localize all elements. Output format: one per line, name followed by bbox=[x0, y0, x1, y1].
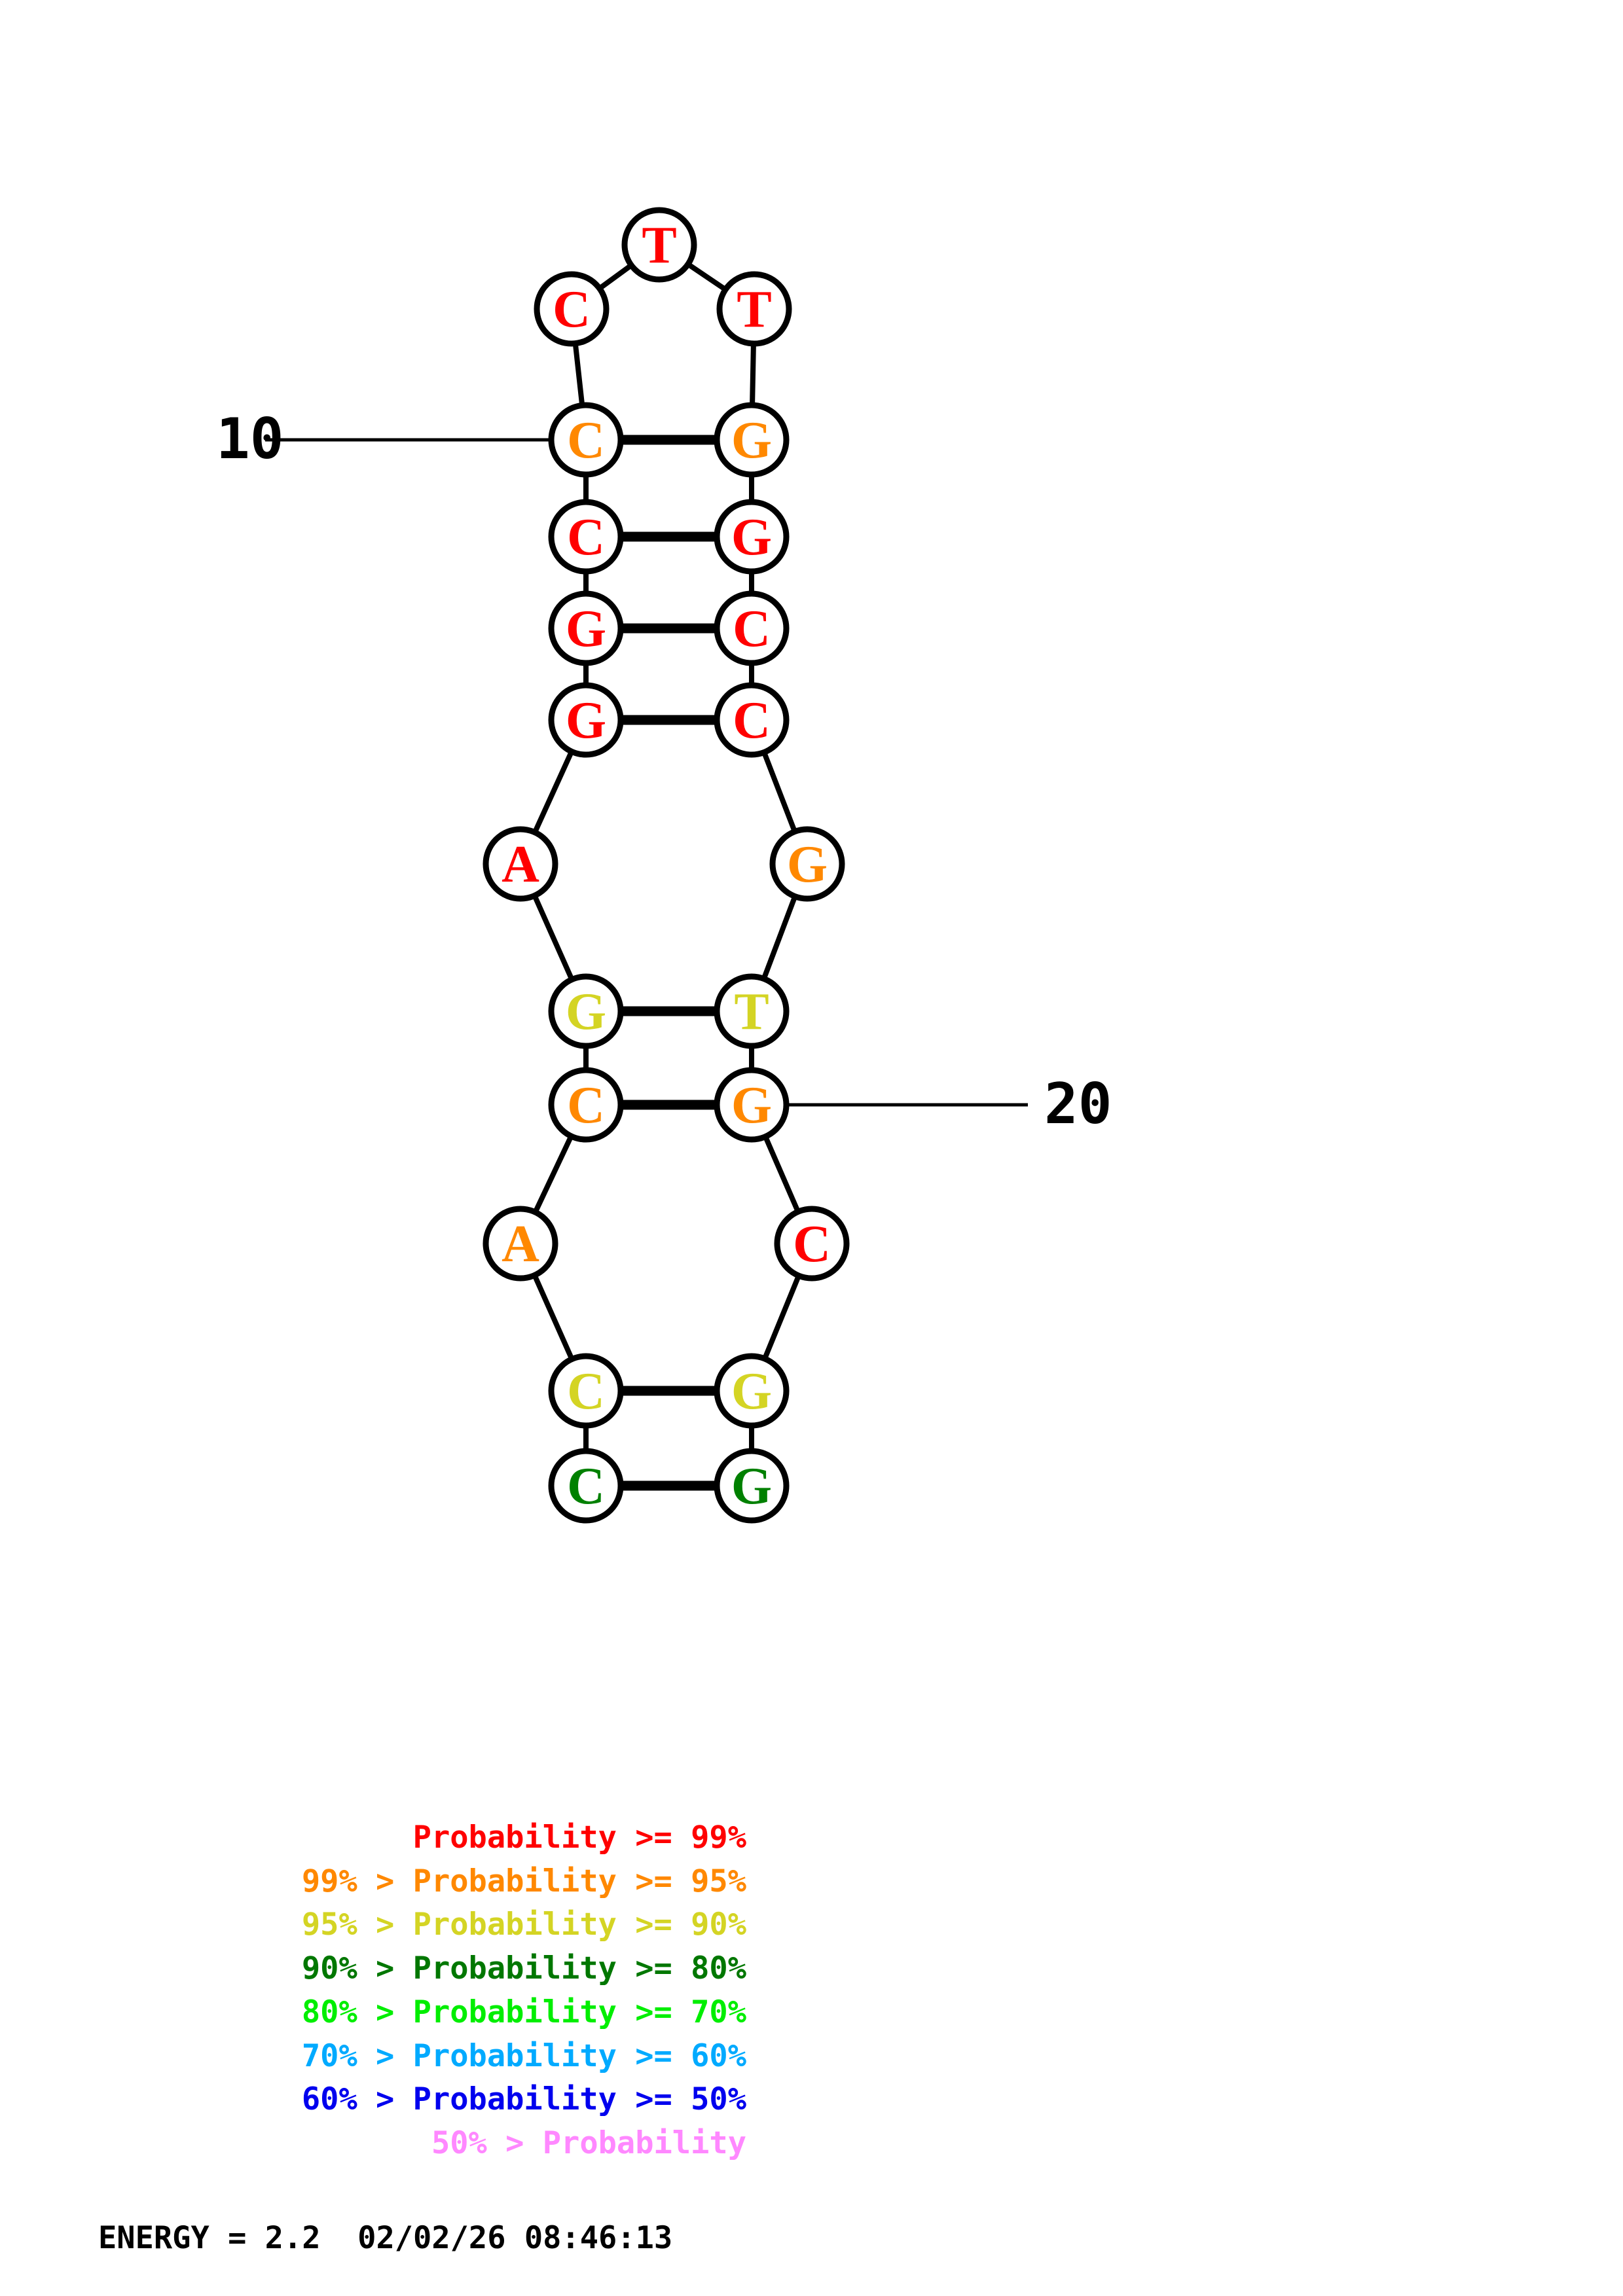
backbone-link bbox=[596, 262, 634, 292]
nucleotide-circle bbox=[548, 402, 624, 478]
nucleotide-node[interactable]: C bbox=[548, 1067, 624, 1143]
nucleotide-letter: C bbox=[567, 412, 605, 469]
nucleotide-letter: T bbox=[737, 281, 771, 338]
legend-row: 60% > Probability >= 50% bbox=[301, 2081, 746, 2118]
nucleotide-letter: G bbox=[731, 509, 772, 566]
backbone-link bbox=[762, 1134, 801, 1214]
nucleotide-circle bbox=[714, 590, 790, 666]
backbone-link bbox=[532, 893, 575, 982]
legend-row: 50% > Probability bbox=[431, 2125, 746, 2162]
nucleotide-circle bbox=[714, 402, 790, 478]
legend-row: 90% > Probability >= 80% bbox=[301, 1950, 746, 1987]
nucleotide-circle bbox=[548, 973, 624, 1049]
nucleotide-circle bbox=[483, 1206, 558, 1282]
nucleotide-letter: G bbox=[566, 692, 606, 749]
nucleotide-letter: G bbox=[566, 983, 606, 1041]
nucleotide-node[interactable]: G bbox=[769, 826, 845, 902]
nucleotide-circle bbox=[714, 682, 790, 758]
backbone-link bbox=[572, 342, 585, 407]
nucleotide-circle bbox=[548, 682, 624, 758]
nucleotide-letter: C bbox=[567, 509, 605, 566]
nucleotide-circle bbox=[774, 1206, 850, 1282]
nucleotide-node[interactable]: A bbox=[483, 826, 558, 902]
nucleotide-node[interactable]: G bbox=[714, 1448, 790, 1524]
nucleotide-circle bbox=[548, 1353, 624, 1429]
nucleotide-node[interactable]: C bbox=[774, 1206, 850, 1282]
nucleotide-node[interactable]: G bbox=[548, 973, 624, 1049]
position-number-label: 20 bbox=[1044, 1071, 1112, 1137]
nucleotide-circle bbox=[534, 271, 610, 347]
nucleotide-circle bbox=[714, 973, 790, 1049]
legend-row: 99% > Probability >= 95% bbox=[301, 1863, 746, 1899]
nucleotide-circle bbox=[621, 207, 697, 283]
nucleotide-letter: G bbox=[566, 600, 606, 658]
nucleotide-letter: C bbox=[567, 1077, 605, 1134]
nucleotide-circle bbox=[548, 590, 624, 666]
nucleotide-node[interactable]: G bbox=[714, 1353, 790, 1429]
nucleotide-letter: G bbox=[731, 1077, 772, 1134]
nucleotide-letter: G bbox=[731, 1363, 772, 1420]
nucleotide-letter: C bbox=[567, 1363, 605, 1420]
backbone-link bbox=[532, 1134, 574, 1215]
backbone-link bbox=[761, 894, 798, 981]
basepair-lines bbox=[618, 435, 720, 1491]
nucleotide-node[interactable]: C bbox=[548, 499, 624, 575]
nucleotide-node[interactable]: C bbox=[534, 271, 610, 347]
nucleotide-circle bbox=[548, 1448, 624, 1524]
position-label-lines bbox=[265, 438, 1028, 1107]
nucleotide-circle bbox=[714, 1353, 790, 1429]
nucleotide-node[interactable]: C bbox=[548, 1353, 624, 1429]
position-labels: 10 20 bbox=[216, 406, 1112, 1137]
nucleotide-node[interactable]: G bbox=[714, 1067, 790, 1143]
nucleotide-node[interactable]: T bbox=[714, 973, 790, 1049]
backbone-link bbox=[761, 1273, 802, 1361]
backbone-link bbox=[750, 342, 756, 407]
nucleotide-letter: T bbox=[642, 217, 676, 274]
nucleotide-letter: C bbox=[733, 600, 771, 658]
nucleotide-circle bbox=[548, 1067, 624, 1143]
backbone-link bbox=[761, 750, 798, 834]
nucleotide-node[interactable]: G bbox=[714, 402, 790, 478]
nucleotide-letter: G bbox=[787, 836, 828, 893]
backbone-link bbox=[685, 261, 728, 293]
nucleotide-circle bbox=[548, 499, 624, 575]
nucleotide-letter: G bbox=[731, 412, 772, 469]
nucleotide-circle bbox=[714, 1067, 790, 1143]
nucleotide-circle bbox=[714, 1448, 790, 1524]
nucleotide-letter: C bbox=[733, 692, 771, 749]
position-number-label: 10 bbox=[216, 406, 284, 472]
backbone-link bbox=[532, 749, 575, 835]
legend-row: 95% > Probability >= 90% bbox=[301, 1907, 746, 1943]
nucleotide-letter: C bbox=[553, 281, 591, 338]
nucleotide-letter: C bbox=[567, 1458, 605, 1515]
nucleotide-node[interactable]: G bbox=[548, 590, 624, 666]
probability-legend: Probability >= 99% 99% > Probability >= … bbox=[98, 1816, 884, 2166]
nucleotide-node[interactable]: G bbox=[714, 499, 790, 575]
nucleotide-letter: A bbox=[501, 1215, 539, 1273]
nucleotide-letter: T bbox=[734, 983, 769, 1041]
nucleotide-node[interactable]: T bbox=[716, 271, 792, 347]
legend-row: 80% > Probability >= 70% bbox=[301, 1994, 746, 2030]
energy-timestamp-line: ENERGY = 2.2 02/02/26 08:46:13 bbox=[98, 2220, 673, 2256]
nucleotide-node[interactable]: C bbox=[714, 590, 790, 666]
backbone-link bbox=[532, 1272, 575, 1362]
nucleotide-circle bbox=[769, 826, 845, 902]
nucleotide-circle bbox=[483, 826, 558, 902]
nucleotide-letter: C bbox=[793, 1215, 831, 1273]
nucleotide-letter: A bbox=[501, 836, 539, 893]
legend-row: Probability >= 99% bbox=[412, 1820, 746, 1856]
nucleotide-node[interactable]: C bbox=[714, 682, 790, 758]
nucleotide-node[interactable]: G bbox=[548, 682, 624, 758]
nucleotide-node[interactable]: C bbox=[548, 402, 624, 478]
nucleotide-circle bbox=[714, 499, 790, 575]
nucleotide-circle bbox=[716, 271, 792, 347]
nucleotide-node[interactable]: C bbox=[548, 1448, 624, 1524]
nucleotide-node[interactable]: T bbox=[621, 207, 697, 283]
nucleotide-node[interactable]: A bbox=[483, 1206, 558, 1282]
nucleotide-letter: G bbox=[731, 1458, 772, 1515]
legend-row: 70% > Probability >= 60% bbox=[301, 2037, 746, 2074]
